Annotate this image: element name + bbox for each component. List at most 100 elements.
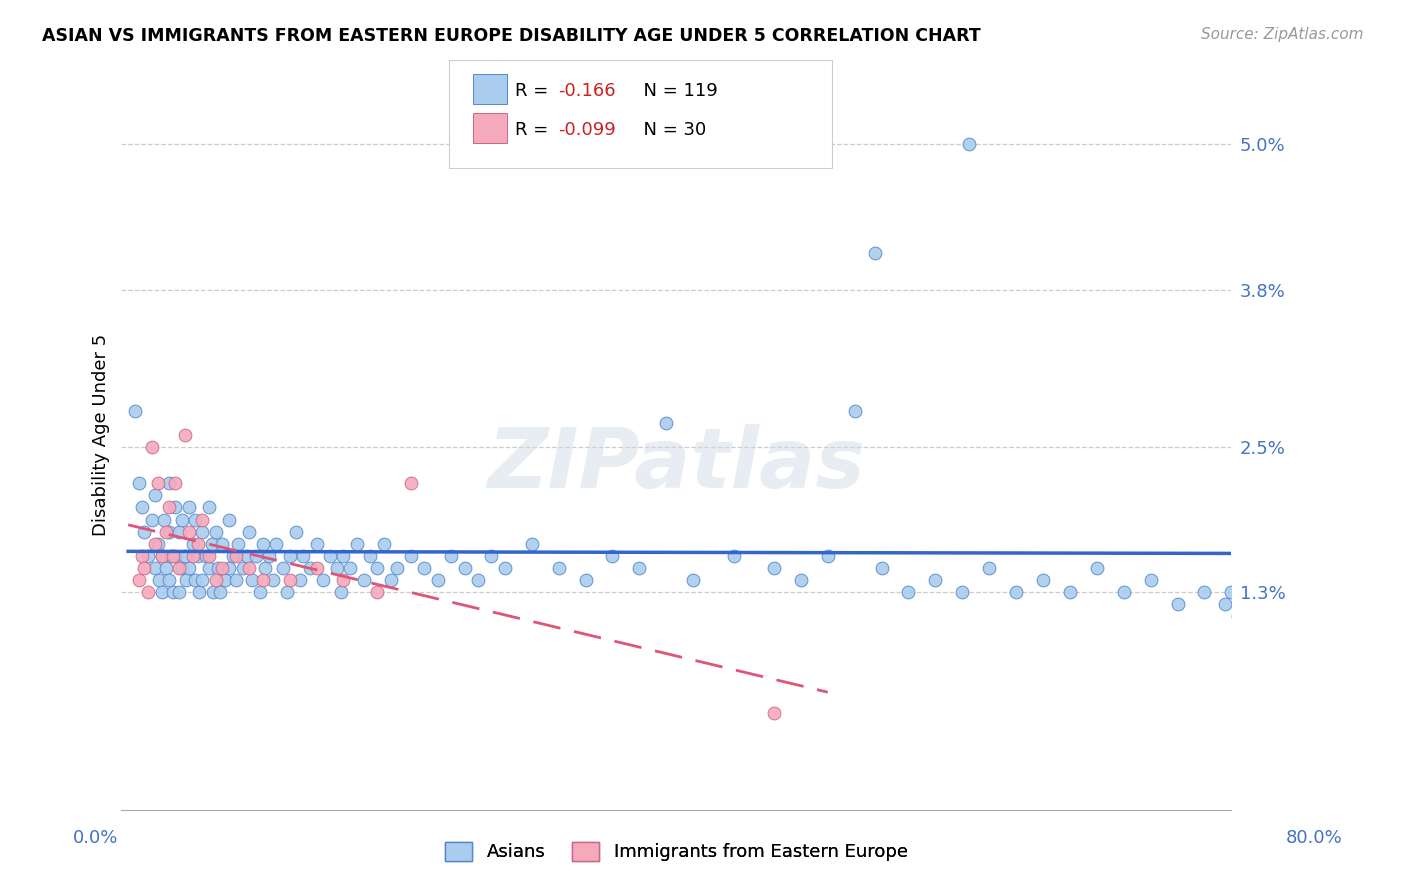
Point xyxy=(252,537,274,551)
Point xyxy=(162,585,184,599)
Point xyxy=(138,549,160,563)
Point xyxy=(200,537,222,551)
Point xyxy=(332,549,354,563)
Point xyxy=(353,573,375,587)
Point xyxy=(170,561,193,575)
Point xyxy=(181,537,204,551)
Point xyxy=(208,585,231,599)
Point xyxy=(290,573,312,587)
Point xyxy=(602,549,624,563)
Point xyxy=(399,476,422,491)
Point xyxy=(148,573,170,587)
Point xyxy=(143,537,166,551)
Point xyxy=(207,561,229,575)
Point xyxy=(201,585,224,599)
Point xyxy=(155,561,177,575)
Point xyxy=(440,549,463,563)
Point xyxy=(547,561,569,575)
Point xyxy=(222,549,245,563)
Point xyxy=(1167,597,1189,611)
Point xyxy=(1085,561,1108,575)
Point xyxy=(453,561,475,575)
Point xyxy=(245,549,267,563)
Point xyxy=(380,573,402,587)
Point xyxy=(870,561,893,575)
Point xyxy=(413,561,436,575)
Point xyxy=(285,524,308,539)
Point xyxy=(305,561,328,575)
Point xyxy=(329,585,352,599)
Point xyxy=(191,573,214,587)
Point xyxy=(817,549,839,563)
Point xyxy=(305,537,328,551)
Bar xyxy=(474,74,506,104)
Point xyxy=(211,537,233,551)
Point xyxy=(184,512,207,526)
Point xyxy=(191,512,214,526)
Text: N = 30: N = 30 xyxy=(631,121,706,139)
Point xyxy=(188,585,211,599)
Point xyxy=(225,549,247,563)
Point xyxy=(1032,573,1054,587)
Text: ASIAN VS IMMIGRANTS FROM EASTERN EUROPE DISABILITY AGE UNDER 5 CORRELATION CHART: ASIAN VS IMMIGRANTS FROM EASTERN EUROPE … xyxy=(42,27,981,45)
Point xyxy=(134,524,156,539)
Point xyxy=(204,524,226,539)
Point xyxy=(177,561,200,575)
Point xyxy=(157,500,180,515)
Point xyxy=(262,573,284,587)
Point xyxy=(723,549,745,563)
Point xyxy=(319,549,342,563)
Point xyxy=(494,561,516,575)
Point xyxy=(278,573,301,587)
Point xyxy=(467,573,489,587)
Legend: R =  -0.166   N = 119, R =  -0.099   N = 30: R = -0.166 N = 119, R = -0.099 N = 30 xyxy=(510,62,765,132)
Point xyxy=(844,403,866,417)
Point xyxy=(292,549,315,563)
Point xyxy=(134,561,156,575)
Point xyxy=(198,549,221,563)
Point xyxy=(157,573,180,587)
Point xyxy=(373,537,395,551)
Point xyxy=(339,561,361,575)
Point xyxy=(387,561,409,575)
Point xyxy=(1112,585,1135,599)
Point xyxy=(240,573,263,587)
Point xyxy=(312,573,335,587)
Point xyxy=(155,524,177,539)
Point xyxy=(157,524,180,539)
Point xyxy=(150,549,173,563)
Point xyxy=(165,500,187,515)
Point xyxy=(169,524,191,539)
FancyBboxPatch shape xyxy=(449,60,832,169)
Point xyxy=(252,573,274,587)
Point xyxy=(682,573,704,587)
Text: R =: R = xyxy=(516,81,554,100)
Point xyxy=(278,549,301,563)
Point xyxy=(204,573,226,587)
Point xyxy=(762,706,785,721)
Point xyxy=(520,537,543,551)
Point xyxy=(184,573,207,587)
Point xyxy=(481,549,503,563)
Point xyxy=(169,585,191,599)
Point xyxy=(198,500,221,515)
Point xyxy=(173,549,195,563)
Point xyxy=(979,561,1001,575)
Point xyxy=(187,537,209,551)
Point xyxy=(165,476,187,491)
Point xyxy=(150,549,173,563)
Point xyxy=(1220,585,1243,599)
Point xyxy=(655,416,678,430)
Point xyxy=(1194,585,1216,599)
Point xyxy=(169,561,191,575)
Point xyxy=(628,561,651,575)
Point xyxy=(346,537,368,551)
Point xyxy=(195,549,218,563)
Point xyxy=(191,524,214,539)
Point xyxy=(165,549,187,563)
Point xyxy=(762,561,785,575)
Point xyxy=(128,573,150,587)
Point xyxy=(231,561,253,575)
Point xyxy=(238,561,260,575)
Point xyxy=(131,500,153,515)
